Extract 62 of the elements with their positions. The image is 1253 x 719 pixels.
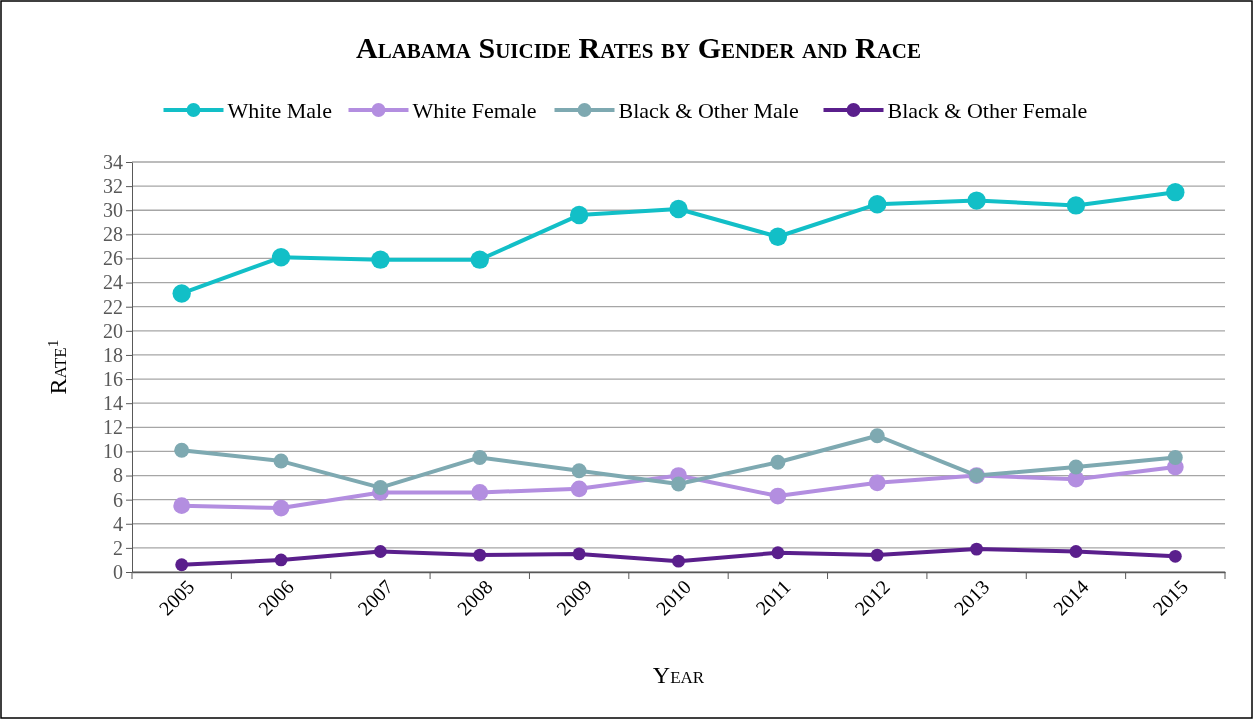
point [471,484,489,501]
point [571,463,587,479]
point [672,554,685,568]
y-tick-label: 18 [103,343,123,366]
point [669,199,688,219]
y-tick-label: 4 [113,512,123,535]
point [868,195,887,214]
point [371,250,390,269]
legend-label: Black & Other Male [618,97,799,123]
point [472,449,488,465]
point [870,548,884,562]
y-tick-label: 14 [103,392,123,415]
point [470,250,489,269]
legend-label: White Male [227,97,332,123]
point [1066,196,1086,215]
point [273,453,289,469]
point [175,558,189,572]
point [272,499,290,517]
point [868,474,886,492]
y-tick-label: 22 [103,295,123,318]
point [1069,545,1083,558]
y-tick-label: 16 [103,367,123,390]
legend-label: Black & Other Female [887,97,1088,123]
point [1168,549,1182,563]
y-tick-label: 0 [113,560,123,583]
point [473,548,487,562]
y-tick-label: 10 [103,440,123,463]
point [970,542,984,556]
point [274,553,288,567]
y-tick-label: 32 [103,175,123,198]
point [271,248,291,267]
y-tick-label: 34 [103,150,123,173]
point [1167,449,1183,465]
point [769,487,787,505]
point [373,545,387,558]
x-axis-title: Year [652,662,705,688]
y-tick-label: 28 [103,223,123,246]
y-tick-label: 26 [103,247,123,270]
point [671,476,686,492]
point [1068,459,1084,475]
point [771,546,785,560]
point [967,191,986,210]
point [770,454,786,470]
point [570,480,588,498]
point [572,547,586,561]
point [869,428,885,444]
y-tick-label: 30 [103,199,123,222]
point [172,284,191,303]
y-tick-label: 8 [113,464,123,487]
y-tick-label: 24 [103,271,123,294]
y-tick-label: 20 [103,319,123,342]
legend-label: White Female [412,97,537,123]
chart-title: Alabama Suicide Rates by Gender and Race [355,31,922,64]
point [173,497,191,515]
point [768,227,788,246]
point [174,442,190,458]
y-tick-label: 12 [103,416,123,439]
y-tick-label: 6 [113,488,123,511]
point [569,205,589,225]
y-tick-label: 2 [113,536,123,559]
point [372,480,388,496]
point [1166,182,1185,202]
